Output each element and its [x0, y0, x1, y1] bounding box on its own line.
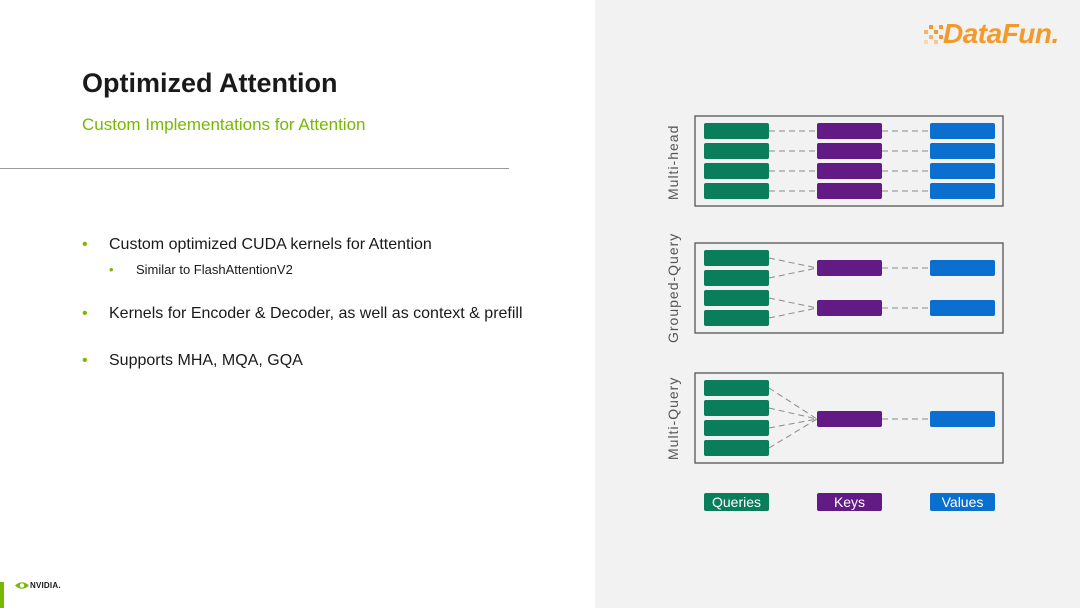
legend-queries-label: Queries — [712, 494, 761, 510]
page-title: Optimized Attention — [82, 68, 338, 98]
legend-keys-swatch — [817, 493, 882, 511]
query-block — [704, 290, 769, 306]
query-block — [704, 183, 769, 199]
key-block — [817, 260, 882, 276]
value-block — [930, 183, 995, 199]
grouped-query-box — [694, 242, 1004, 334]
datafun-logo-mark — [924, 25, 943, 44]
query-block — [704, 400, 769, 416]
value-block — [930, 411, 995, 427]
bullet-dot: • — [109, 262, 114, 277]
grouped-query-group: Grouped-Query — [665, 233, 1004, 343]
bullet-text: Supports MHA, MQA, GQA — [109, 352, 303, 369]
query-block — [704, 163, 769, 179]
key-block — [817, 411, 882, 427]
legend-keys-label: Keys — [834, 494, 865, 510]
bullet-dot: • — [82, 305, 88, 322]
bullet-dot: • — [82, 352, 88, 369]
nvidia-eye-icon — [15, 582, 29, 589]
value-block — [930, 300, 995, 316]
query-block — [704, 420, 769, 436]
query-block — [704, 440, 769, 456]
query-block — [704, 270, 769, 286]
query-block — [704, 143, 769, 159]
page-subtitle: Custom Implementations for Attention — [82, 115, 366, 134]
query-block — [704, 250, 769, 266]
legend-values-swatch — [930, 493, 995, 511]
value-block — [930, 260, 995, 276]
section-label-multi-head: Multi-head — [665, 125, 681, 200]
bullet-text: Custom optimized CUDA kernels for Attent… — [109, 236, 432, 253]
divider — [0, 168, 509, 169]
attention-diagram: .q { fill:#0a7d5b; } .k { fill:#621b84; … — [665, 25, 1004, 511]
datafun-logo-text: DataFun. — [943, 18, 1059, 49]
multi-query-group: Multi-Query — [665, 372, 1004, 464]
legend: Queries Keys Values — [704, 493, 995, 511]
multi-head-group: Multi-head — [665, 115, 1004, 207]
value-block — [930, 143, 995, 159]
section-label-multi-query: Multi-Query — [665, 377, 681, 460]
datafun-logo: DataFun. — [921, 18, 1061, 58]
nvidia-logo-text: NVIDIA. — [30, 581, 61, 590]
sub-bullet-text: Similar to FlashAttentionV2 — [136, 262, 293, 277]
key-block — [817, 123, 882, 139]
nvidia-accent-bar — [0, 582, 4, 608]
key-block — [817, 300, 882, 316]
multi-head-box — [694, 115, 1004, 207]
value-block — [930, 123, 995, 139]
bullet-text: Kernels for Encoder & Decoder, as well a… — [109, 305, 523, 322]
key-block — [817, 143, 882, 159]
multi-query-box — [694, 372, 1004, 464]
legend-values-label: Values — [942, 494, 984, 510]
legend-queries-swatch — [704, 493, 769, 511]
query-block — [704, 123, 769, 139]
key-block — [817, 163, 882, 179]
query-block — [704, 310, 769, 326]
section-label-grouped-query: Grouped-Query — [665, 233, 681, 343]
query-block — [704, 380, 769, 396]
value-block — [930, 163, 995, 179]
key-block — [817, 183, 882, 199]
bullet-dot: • — [82, 236, 88, 253]
